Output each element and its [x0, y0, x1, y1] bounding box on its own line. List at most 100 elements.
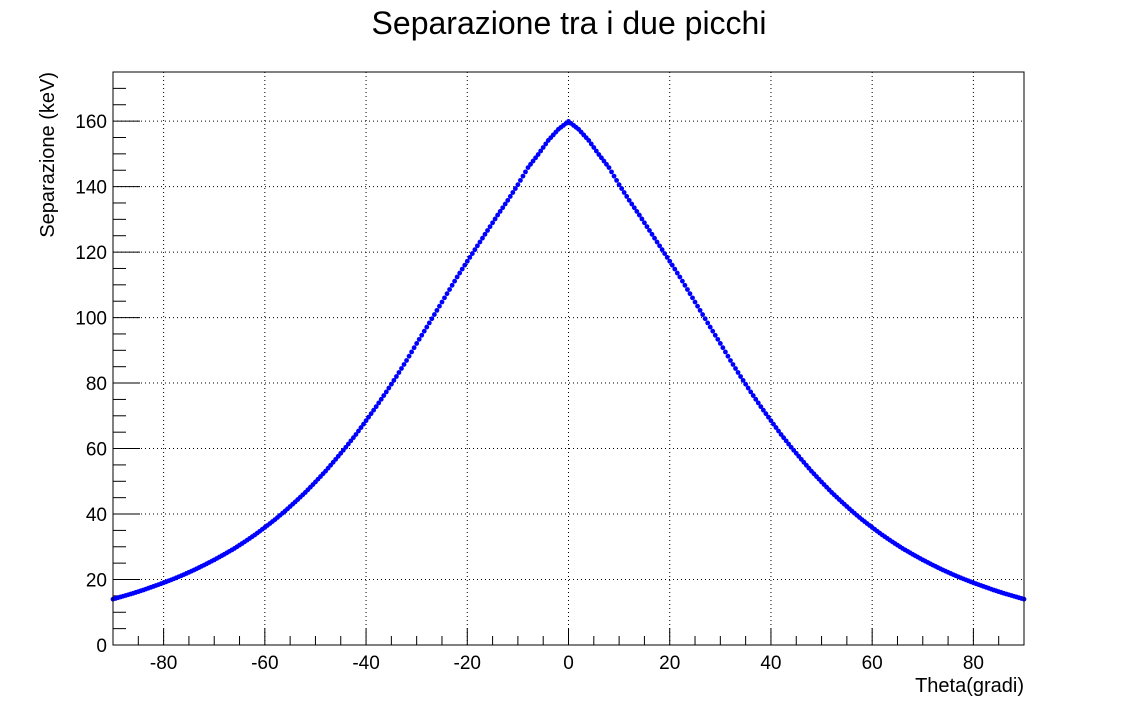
- x-tick-label: -40: [352, 653, 379, 674]
- y-axis-title: Separazione (keV): [37, 72, 59, 238]
- data-point: [528, 161, 533, 167]
- data-point: [639, 216, 645, 222]
- data-point: [720, 345, 726, 351]
- x-tick-label: 60: [862, 653, 883, 674]
- plot-frame: [112, 71, 1025, 646]
- data-point: [760, 407, 766, 413]
- data-point: [507, 194, 513, 199]
- data-point: [530, 158, 536, 164]
- data-point: [604, 161, 609, 167]
- data-point: [482, 231, 488, 237]
- data-point: [702, 316, 708, 322]
- y-tick-label: 140: [75, 178, 107, 199]
- data-point: [128, 591, 134, 597]
- data-point: [710, 328, 716, 334]
- data-point: [520, 173, 526, 179]
- data-point: [588, 141, 594, 147]
- data-point: [414, 341, 420, 346]
- data-point: [601, 158, 607, 164]
- data-point: [857, 515, 862, 520]
- x-tick-label: -80: [150, 653, 177, 674]
- data-point: [330, 459, 336, 465]
- data-points: [110, 119, 1027, 602]
- data-point: [1019, 596, 1024, 601]
- data-point: [178, 573, 184, 579]
- data-point: [816, 476, 822, 482]
- data-point: [740, 377, 746, 383]
- y-tick-label: 60: [86, 440, 107, 461]
- data-point: [938, 566, 943, 572]
- data-point: [535, 152, 541, 157]
- data-point: [553, 129, 559, 135]
- data-point: [437, 303, 442, 309]
- data-point: [378, 396, 384, 402]
- data-point: [667, 258, 673, 264]
- data-point: [958, 575, 964, 581]
- data-point: [755, 400, 761, 406]
- data-point: [682, 282, 688, 288]
- data-point: [396, 370, 402, 375]
- data-point: [738, 374, 743, 379]
- data-point: [687, 291, 693, 297]
- data-point: [725, 353, 731, 359]
- data-point: [836, 497, 842, 502]
- data-point: [457, 270, 463, 276]
- data-point: [386, 385, 392, 391]
- data-point: [573, 124, 579, 130]
- data-point: [619, 186, 625, 191]
- data-point: [743, 381, 749, 387]
- data-point: [758, 404, 764, 410]
- data-point: [968, 579, 974, 585]
- data-point: [434, 307, 440, 313]
- data-point: [505, 197, 511, 203]
- data-point: [766, 414, 771, 420]
- data-point: [366, 414, 371, 420]
- data-point: [649, 231, 655, 237]
- data-point: [518, 177, 523, 183]
- data-point: [796, 453, 802, 459]
- data-point: [487, 224, 493, 230]
- data-point: [917, 556, 923, 561]
- data-point: [634, 209, 640, 214]
- data-point: [728, 358, 733, 363]
- data-point: [826, 487, 832, 493]
- data-point: [401, 362, 407, 367]
- data-point: [138, 588, 144, 594]
- data-point: [381, 393, 387, 398]
- data-point: [490, 220, 495, 226]
- data-point: [948, 571, 954, 576]
- data-point: [515, 182, 521, 188]
- data-point: [700, 312, 706, 317]
- data-point: [371, 407, 377, 413]
- data-point: [664, 255, 670, 260]
- data-point: [707, 324, 713, 330]
- data-point: [229, 547, 235, 553]
- data-point: [750, 393, 756, 398]
- data-point: [867, 523, 873, 528]
- data-point: [636, 212, 642, 218]
- data-point: [690, 295, 695, 301]
- data-point: [609, 169, 614, 175]
- data-point: [497, 209, 503, 214]
- data-point: [320, 471, 326, 477]
- data-point: [583, 135, 589, 141]
- x-tick-label: -60: [251, 653, 278, 674]
- data-point: [685, 287, 690, 292]
- data-point: [368, 411, 374, 417]
- data-point: [669, 262, 675, 268]
- data-point: [616, 182, 622, 188]
- data-point: [454, 274, 460, 280]
- data-point: [763, 411, 769, 417]
- data-point: [373, 404, 379, 410]
- data-point: [846, 506, 852, 512]
- data-point: [475, 243, 480, 249]
- x-tick-label: 80: [963, 653, 984, 674]
- data-point: [538, 148, 544, 154]
- data-point: [647, 228, 652, 233]
- data-point: [300, 492, 306, 498]
- data-point: [652, 235, 657, 241]
- data-point: [659, 247, 665, 253]
- data-point: [629, 201, 635, 207]
- data-point: [563, 121, 569, 126]
